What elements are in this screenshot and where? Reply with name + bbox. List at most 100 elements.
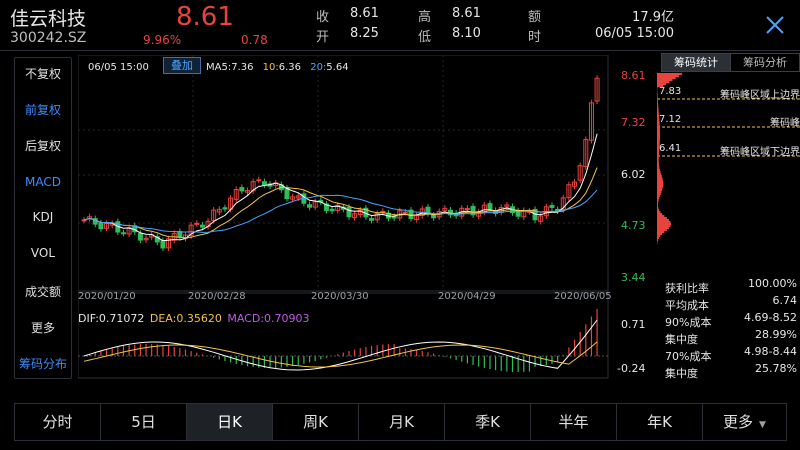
chip-bar (657, 105, 659, 107)
chip-bar (657, 181, 664, 183)
chip-bar (657, 191, 662, 193)
menu-chip-distribution[interactable]: 筹码分布 (18, 357, 67, 371)
chip-bar (657, 147, 660, 149)
stat-row: 集中度 25.78% (665, 362, 797, 380)
tab-intraday[interactable]: 分时 (15, 403, 101, 441)
chip-bar (657, 223, 672, 225)
chip-bar (657, 115, 660, 117)
chip-bar (657, 237, 659, 239)
kline-chart[interactable]: 8.61 7.32 6.02 4.73 3.44 2020/01/20 2020/02/28… (78, 55, 658, 380)
candle-body (594, 77, 600, 102)
chip-bar (657, 185, 664, 187)
time-label: 时 (528, 30, 542, 45)
tab-day-k[interactable]: 日K (187, 403, 273, 441)
menu-kdj[interactable]: KDJ (32, 210, 54, 224)
tab-more[interactable]: 更多 ▼ (703, 403, 787, 441)
chip-bar (657, 211, 661, 213)
candle-body (369, 218, 375, 221)
chip-bar (657, 177, 663, 179)
candle-body (143, 237, 149, 241)
candle-body (233, 188, 239, 200)
chip-bar (657, 227, 669, 229)
chip-bar (657, 187, 663, 189)
lower-price: 6.41 (659, 143, 682, 154)
tab-half-year[interactable]: 半年 (531, 403, 617, 441)
peak-label: 筹码峰 (770, 118, 800, 129)
close-icon[interactable] (762, 12, 788, 38)
candle-body (504, 204, 510, 208)
chip-bar (657, 165, 660, 167)
chip-bar (657, 195, 660, 197)
overlay-button[interactable]: 叠加 (163, 57, 201, 74)
tab-week-k[interactable]: 周K (273, 403, 359, 441)
chip-bar (657, 233, 663, 235)
y-tick-label: 3.44 (621, 271, 646, 284)
candle-body (216, 208, 222, 213)
chip-bar (657, 143, 660, 145)
chip-bar (657, 167, 660, 169)
tab-month-k[interactable]: 月K (359, 403, 445, 441)
candle-body (346, 206, 352, 218)
candle-body (250, 181, 256, 192)
tab-quarter-k[interactable]: 季K (445, 403, 531, 441)
chip-bar (657, 81, 670, 83)
chip-bar (657, 141, 660, 143)
chip-bar (657, 103, 659, 105)
ma10-label: 10: (262, 62, 279, 73)
macd-legend: DIF:0.71072 DEA:0.35620 MACD:0.70903 (78, 312, 310, 325)
stock-name: 佳云科技 (10, 8, 87, 30)
menu-forward-adjust[interactable]: 前复权 (24, 103, 61, 117)
tab-chip-stats[interactable]: 筹码统计 (661, 53, 731, 72)
stat-label: 90%成本 (665, 316, 712, 329)
menu-no-adjust[interactable]: 不复权 (24, 67, 61, 81)
high-label: 高 (418, 10, 432, 25)
menu-macd[interactable]: MACD (25, 175, 61, 189)
candle-body (295, 195, 301, 199)
chip-bar (657, 193, 661, 195)
high-value: 8.61 (452, 6, 481, 21)
candle-body (160, 240, 166, 249)
current-price: 8.61 (176, 2, 234, 32)
candle-body (166, 238, 172, 249)
lower-label: 筹码峰区域下边界 (720, 147, 800, 158)
candle-body (464, 207, 470, 211)
chip-bar (657, 239, 659, 241)
candle-body (442, 207, 448, 212)
menu-vol[interactable]: VOL (30, 246, 56, 260)
candle-body (538, 215, 544, 222)
candle-body (104, 222, 110, 229)
candle-body (470, 205, 476, 216)
macd-y-top: 0.71 (621, 318, 646, 331)
y-tick-label: 8.61 (621, 69, 646, 82)
candle-body (329, 208, 335, 212)
left-menu: 不复权 前复权 后复权 MACD KDJ VOL 成交额 更多 筹码分布 (14, 57, 72, 379)
menu-backward-adjust[interactable]: 后复权 (24, 139, 61, 153)
chip-bar (657, 217, 667, 219)
date-label: 2020/04/29 (438, 291, 496, 302)
chip-bar (657, 153, 659, 155)
upper-label: 筹码峰区域上边界 (720, 90, 800, 101)
candle-body (577, 165, 583, 181)
chip-bar (657, 131, 660, 133)
tab-chip-analysis[interactable]: 筹码分析 (730, 53, 800, 72)
chip-bar (657, 229, 667, 231)
chip-bar (657, 85, 664, 87)
chip-bar (657, 123, 660, 125)
date-label: 2020/06/05 (554, 291, 612, 302)
chip-bar (657, 113, 659, 115)
tab-year-k[interactable]: 年K (617, 403, 703, 441)
menu-more[interactable]: 更多 (30, 321, 55, 335)
candle-body (194, 222, 200, 225)
candle-body (137, 232, 143, 241)
ma-legend: MA5:7.36 10:6.36 20:5.64 (206, 62, 349, 73)
chip-bar (657, 231, 665, 233)
chip-bar (657, 107, 659, 109)
chip-bar (657, 135, 660, 137)
y-tick-label: 6.02 (621, 168, 646, 181)
upper-price: 7.83 (659, 86, 682, 97)
time-value: 06/05 15:00 (594, 26, 674, 41)
macd-frame (78, 292, 609, 379)
chip-bar (657, 219, 669, 221)
tab-5day[interactable]: 5日 (101, 403, 187, 441)
menu-turnover[interactable]: 成交额 (24, 285, 61, 299)
